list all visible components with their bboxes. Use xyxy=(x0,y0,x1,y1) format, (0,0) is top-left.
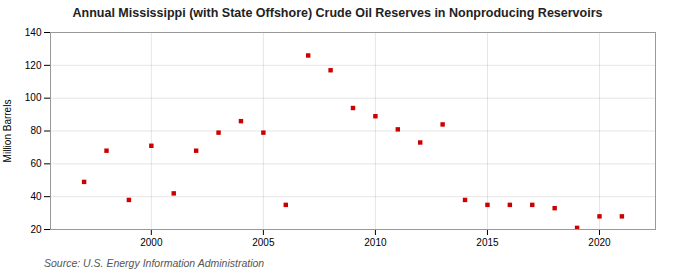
svg-text:140: 140 xyxy=(25,27,42,38)
svg-text:80: 80 xyxy=(30,125,42,136)
svg-text:40: 40 xyxy=(30,191,42,202)
svg-text:120: 120 xyxy=(25,60,42,71)
html-text:Source: U.S. Energy Informatio: Source: U.S. Energy Information Administ… xyxy=(44,257,265,269)
svg-text:100: 100 xyxy=(25,92,42,103)
html-text:Annual Mississippi (with State: Annual Mississippi (with State Offshore)… xyxy=(72,6,603,20)
svg-text:2005: 2005 xyxy=(252,237,275,248)
svg-text:60: 60 xyxy=(30,158,42,169)
svg-text:20: 20 xyxy=(30,224,42,235)
svg-text:2020: 2020 xyxy=(588,237,611,248)
svg-text:2010: 2010 xyxy=(364,237,387,248)
svg-text:2000: 2000 xyxy=(140,237,163,248)
svg-text:2015: 2015 xyxy=(476,237,499,248)
svg-text:Million Barrels: Million Barrels xyxy=(2,100,13,163)
